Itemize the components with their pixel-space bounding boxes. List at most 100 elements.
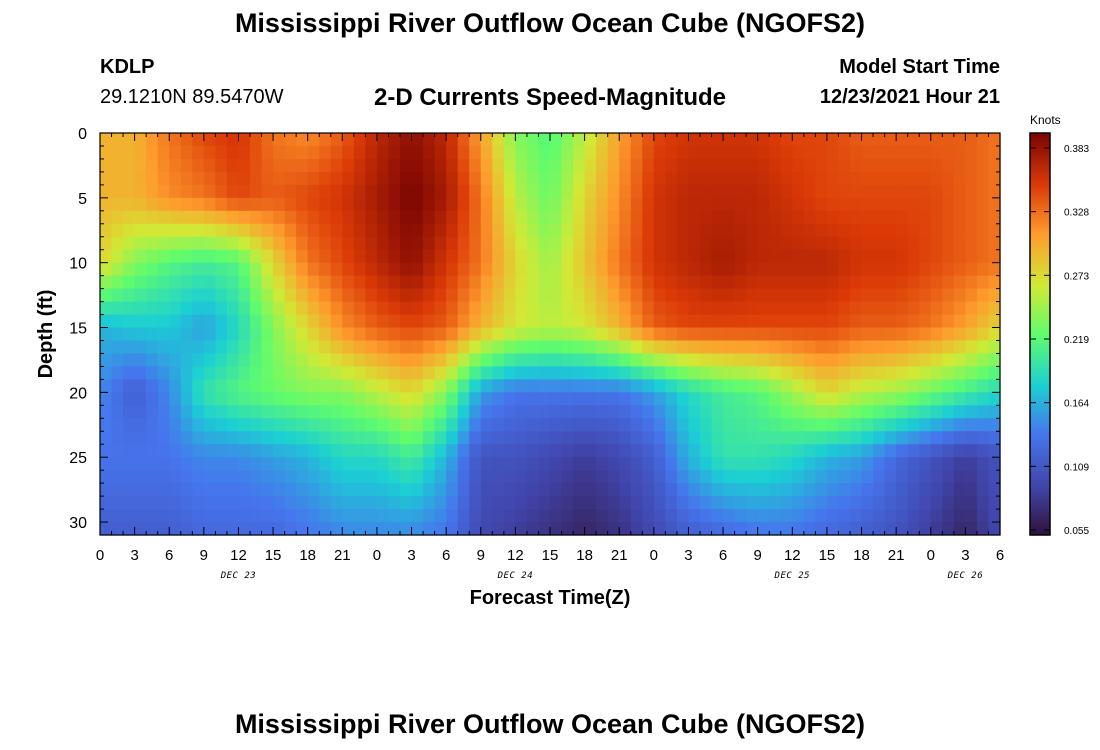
heatmap-cell (561, 392, 574, 406)
heatmap-cell (584, 405, 597, 419)
heatmap-cell (550, 340, 563, 355)
heatmap-cell (826, 509, 840, 523)
heatmap-cell (873, 457, 886, 471)
heatmap-cell (457, 327, 470, 342)
heatmap-cell (769, 184, 782, 199)
heatmap-cell (780, 275, 793, 290)
heatmap-cell (607, 340, 620, 355)
heatmap-cell (803, 158, 816, 173)
heatmap-cell (446, 184, 459, 199)
heatmap-cell (423, 392, 436, 406)
heatmap-cell (192, 236, 205, 251)
heatmap-cell (203, 223, 216, 238)
heatmap-cell (284, 133, 297, 147)
heatmap-cell (826, 470, 840, 484)
heatmap-cell (134, 145, 147, 160)
heatmap-cell (711, 327, 724, 342)
heatmap-cell (353, 314, 366, 329)
heatmap-cell (169, 405, 182, 419)
heatmap-cell (226, 327, 240, 342)
heatmap-cell (607, 431, 620, 445)
heatmap-cell (676, 457, 690, 471)
heatmap-cell (307, 405, 320, 419)
heatmap-cell (596, 496, 609, 510)
heatmap-cell (423, 314, 436, 329)
heatmap-cell (307, 522, 320, 536)
heatmap-cell (573, 470, 586, 484)
heatmap-cell (919, 145, 932, 160)
heatmap-cell (676, 288, 690, 303)
heatmap-cell (884, 210, 897, 225)
heatmap-cell (411, 327, 424, 342)
heatmap-cell (550, 262, 563, 277)
heatmap-cell (976, 418, 990, 432)
x-tick-label: 18 (853, 547, 870, 564)
heatmap-cell (757, 236, 770, 251)
heatmap-cell (284, 184, 297, 199)
heatmap-cell (550, 145, 563, 160)
heatmap-cell (203, 418, 216, 432)
heatmap-cell (700, 496, 713, 510)
heatmap-cell (884, 223, 897, 238)
heatmap-cell (365, 340, 378, 355)
heatmap-cell (261, 496, 274, 510)
heatmap-cell (769, 275, 782, 290)
heatmap-cell (157, 470, 170, 484)
heatmap-cell (376, 418, 390, 432)
heatmap-cell (273, 457, 286, 471)
heatmap-cell (307, 288, 320, 303)
heatmap-cell (607, 262, 620, 277)
heatmap-cell (723, 470, 736, 484)
heatmap-cell (261, 145, 274, 160)
heatmap-cell (215, 288, 228, 303)
heatmap-cell (457, 301, 470, 316)
y-tick-label: 20 (69, 385, 87, 402)
heatmap-cell (792, 509, 805, 523)
heatmap-cell (965, 418, 978, 432)
heatmap-cell (953, 496, 966, 510)
heatmap-cell (423, 470, 436, 484)
heatmap-cell (573, 496, 586, 510)
heatmap-cell (757, 431, 770, 445)
heatmap-cell (526, 262, 540, 277)
heatmap-cell (653, 496, 666, 510)
heatmap-cell (319, 275, 332, 290)
heatmap-cell (146, 418, 159, 432)
heatmap-cell (757, 171, 770, 186)
heatmap-cell (434, 405, 447, 419)
heatmap-cell (123, 301, 136, 316)
colorbar-tick-label: 0.328 (1064, 208, 1089, 219)
heatmap-cell (976, 210, 990, 225)
heatmap-cell (850, 236, 863, 251)
heatmap-cell (723, 340, 736, 355)
heatmap-cell (942, 314, 955, 329)
heatmap-cell (434, 301, 447, 316)
heatmap-cell (653, 158, 666, 173)
heatmap-cell (423, 197, 436, 212)
heatmap-cell (976, 496, 990, 510)
heatmap-cell (746, 249, 759, 264)
heatmap-cell (238, 210, 251, 225)
heatmap-cell (157, 444, 170, 458)
heatmap-cell (919, 171, 932, 186)
heatmap-cell (446, 340, 459, 355)
heatmap-cell (688, 145, 701, 160)
heatmap-cell (261, 522, 274, 536)
colorbar-tick-label: 0.109 (1064, 462, 1089, 473)
heatmap-cell (838, 288, 851, 303)
heatmap-cell (792, 444, 805, 458)
heatmap-cell (561, 379, 574, 393)
heatmap-cell (226, 483, 240, 497)
heatmap-cell (953, 262, 966, 277)
heatmap-cell (192, 197, 205, 212)
heatmap-cell (100, 405, 113, 419)
heatmap-cell (157, 133, 170, 147)
heatmap-cell (619, 444, 632, 458)
heatmap-cell (550, 496, 563, 510)
heatmap-cell (850, 314, 863, 329)
heatmap-cell (423, 444, 436, 458)
heatmap-cell (965, 366, 978, 380)
heatmap-cell (653, 236, 666, 251)
heatmap-cell (307, 197, 320, 212)
heatmap-cell (307, 158, 320, 173)
